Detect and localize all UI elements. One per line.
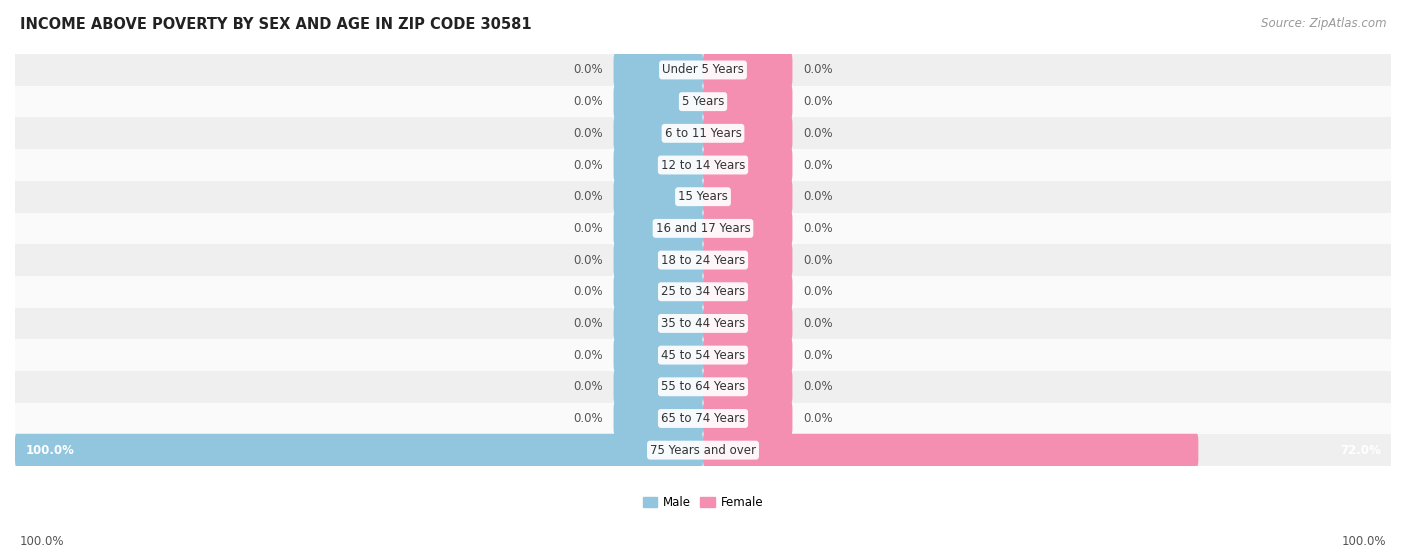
FancyBboxPatch shape: [613, 244, 703, 277]
FancyBboxPatch shape: [15, 434, 703, 467]
Bar: [15, 307, 1391, 339]
FancyBboxPatch shape: [613, 371, 703, 403]
FancyBboxPatch shape: [703, 244, 793, 277]
Bar: [15, 402, 1391, 434]
FancyBboxPatch shape: [703, 339, 793, 372]
Text: 0.0%: 0.0%: [803, 64, 832, 77]
FancyBboxPatch shape: [703, 276, 793, 308]
FancyBboxPatch shape: [613, 339, 703, 372]
Bar: [15, 339, 1391, 371]
Text: 35 to 44 Years: 35 to 44 Years: [661, 317, 745, 330]
Text: INCOME ABOVE POVERTY BY SEX AND AGE IN ZIP CODE 30581: INCOME ABOVE POVERTY BY SEX AND AGE IN Z…: [20, 17, 531, 32]
Text: 75 Years and over: 75 Years and over: [650, 444, 756, 457]
Bar: [15, 149, 1391, 181]
Bar: [15, 244, 1391, 276]
FancyBboxPatch shape: [703, 212, 793, 245]
Text: 0.0%: 0.0%: [574, 317, 603, 330]
Text: 0.0%: 0.0%: [803, 95, 832, 108]
FancyBboxPatch shape: [703, 434, 1198, 467]
FancyBboxPatch shape: [613, 212, 703, 245]
Text: 6 to 11 Years: 6 to 11 Years: [665, 127, 741, 140]
Text: 0.0%: 0.0%: [574, 190, 603, 203]
Text: Under 5 Years: Under 5 Years: [662, 64, 744, 77]
Bar: [15, 212, 1391, 244]
Bar: [15, 86, 1391, 117]
Text: 100.0%: 100.0%: [20, 535, 65, 548]
Text: 0.0%: 0.0%: [574, 380, 603, 394]
Text: 0.0%: 0.0%: [803, 380, 832, 394]
FancyBboxPatch shape: [703, 54, 793, 87]
Text: 0.0%: 0.0%: [574, 349, 603, 362]
Text: 45 to 54 Years: 45 to 54 Years: [661, 349, 745, 362]
Text: 0.0%: 0.0%: [803, 349, 832, 362]
Text: 100.0%: 100.0%: [1341, 535, 1386, 548]
FancyBboxPatch shape: [613, 307, 703, 340]
Text: 65 to 74 Years: 65 to 74 Years: [661, 412, 745, 425]
Text: 0.0%: 0.0%: [574, 95, 603, 108]
FancyBboxPatch shape: [613, 402, 703, 435]
Text: 16 and 17 Years: 16 and 17 Years: [655, 222, 751, 235]
Text: 55 to 64 Years: 55 to 64 Years: [661, 380, 745, 394]
Text: 25 to 34 Years: 25 to 34 Years: [661, 285, 745, 299]
Text: 15 Years: 15 Years: [678, 190, 728, 203]
Text: 5 Years: 5 Years: [682, 95, 724, 108]
Text: 0.0%: 0.0%: [574, 127, 603, 140]
Text: 0.0%: 0.0%: [574, 64, 603, 77]
Text: 0.0%: 0.0%: [574, 254, 603, 267]
FancyBboxPatch shape: [613, 276, 703, 308]
Text: 0.0%: 0.0%: [574, 285, 603, 299]
Bar: [15, 54, 1391, 86]
Text: 0.0%: 0.0%: [803, 254, 832, 267]
Legend: Male, Female: Male, Female: [638, 491, 768, 514]
FancyBboxPatch shape: [703, 402, 793, 435]
Text: 0.0%: 0.0%: [803, 190, 832, 203]
FancyBboxPatch shape: [703, 371, 793, 403]
FancyBboxPatch shape: [613, 54, 703, 87]
Text: 0.0%: 0.0%: [803, 285, 832, 299]
FancyBboxPatch shape: [703, 307, 793, 340]
FancyBboxPatch shape: [703, 85, 793, 118]
Text: 0.0%: 0.0%: [803, 222, 832, 235]
Text: 0.0%: 0.0%: [803, 159, 832, 172]
Bar: [15, 371, 1391, 402]
FancyBboxPatch shape: [703, 181, 793, 213]
FancyBboxPatch shape: [703, 149, 793, 182]
Bar: [15, 117, 1391, 149]
Text: 100.0%: 100.0%: [25, 444, 75, 457]
Bar: [15, 276, 1391, 307]
Text: 0.0%: 0.0%: [803, 127, 832, 140]
FancyBboxPatch shape: [613, 85, 703, 118]
Text: 0.0%: 0.0%: [574, 159, 603, 172]
Text: 0.0%: 0.0%: [574, 412, 603, 425]
FancyBboxPatch shape: [613, 117, 703, 150]
Text: 12 to 14 Years: 12 to 14 Years: [661, 159, 745, 172]
FancyBboxPatch shape: [613, 181, 703, 213]
Text: 0.0%: 0.0%: [803, 412, 832, 425]
Bar: [15, 181, 1391, 212]
FancyBboxPatch shape: [703, 117, 793, 150]
Text: 0.0%: 0.0%: [803, 317, 832, 330]
Text: 72.0%: 72.0%: [1340, 444, 1381, 457]
Text: 0.0%: 0.0%: [574, 222, 603, 235]
FancyBboxPatch shape: [613, 149, 703, 182]
Bar: [15, 434, 1391, 466]
Text: 18 to 24 Years: 18 to 24 Years: [661, 254, 745, 267]
Text: Source: ZipAtlas.com: Source: ZipAtlas.com: [1261, 17, 1386, 30]
